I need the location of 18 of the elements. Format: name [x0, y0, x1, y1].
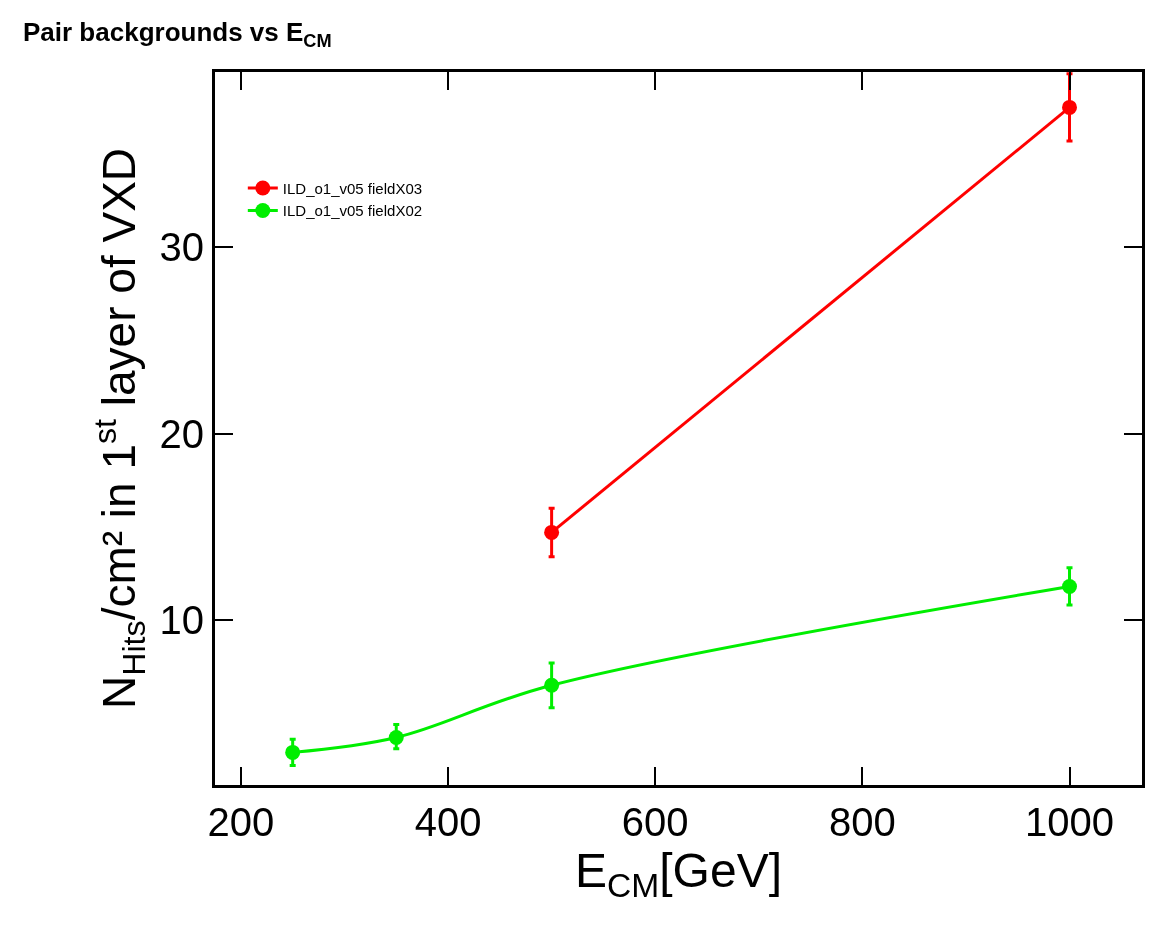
x-tick-label: 800: [828, 800, 896, 844]
point: [388, 729, 404, 745]
x-tick-label: 600: [621, 800, 689, 844]
chart-title: Pair backgrounds vs E$_{CM}$: [23, 17, 332, 51]
point: [285, 744, 301, 760]
x-tick-label: 1000: [1025, 800, 1114, 844]
x-axis-title: E$_{CM}$[GeV]: [575, 844, 782, 905]
y-tick-label: 30: [159, 225, 204, 270]
legend-label: ILD_o1_v05 fieldX03: [282, 179, 423, 197]
point: [544, 524, 560, 540]
legend-label: ILD_o1_v05 fieldX02: [282, 202, 423, 220]
point: [1062, 99, 1077, 115]
x-tick-label: 400: [414, 800, 482, 844]
point: [544, 677, 560, 693]
x-tick-label: 200: [207, 800, 275, 844]
y-tick-label: 10: [159, 598, 204, 643]
y-tick-label: 20: [159, 411, 204, 456]
point: [1062, 578, 1077, 594]
